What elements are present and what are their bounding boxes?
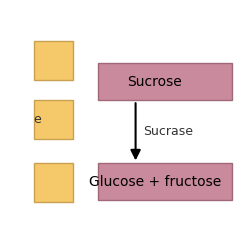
FancyBboxPatch shape xyxy=(34,41,73,80)
Text: e: e xyxy=(33,113,41,126)
FancyBboxPatch shape xyxy=(34,100,73,139)
FancyBboxPatch shape xyxy=(98,63,232,100)
Text: Glucose + fructose: Glucose + fructose xyxy=(88,175,221,189)
FancyBboxPatch shape xyxy=(98,163,232,200)
Text: Sucrose: Sucrose xyxy=(127,75,182,89)
FancyBboxPatch shape xyxy=(34,163,73,202)
Text: Sucrase: Sucrase xyxy=(143,125,193,138)
